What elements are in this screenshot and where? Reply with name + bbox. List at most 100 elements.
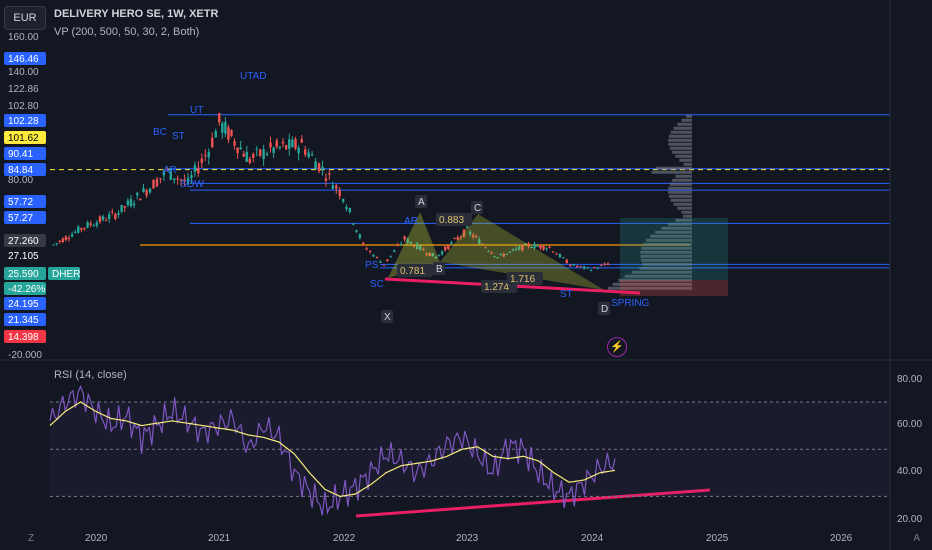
candle-body (99, 217, 101, 223)
pattern-label: 1.274 (484, 282, 509, 293)
price-badge-label: 24.195 (8, 299, 39, 310)
candle-body (569, 265, 571, 266)
candle-body (285, 145, 287, 149)
pattern-label: BC (153, 127, 167, 138)
candle-body (335, 185, 337, 188)
candle-body (376, 257, 378, 258)
candle-body (108, 214, 110, 219)
candle-body (372, 255, 374, 257)
lightning-icon[interactable]: ⚡ (607, 337, 627, 357)
candle-body (83, 228, 85, 229)
pattern-label: 0.883 (439, 215, 464, 226)
x-tick-label: 2026 (830, 533, 853, 544)
candle-body (204, 155, 206, 156)
x-tick-label: 2021 (208, 533, 231, 544)
candle-body (352, 224, 354, 225)
volume-profile-label: VP (200, 500, 50, 30, 2, Both) (54, 26, 199, 38)
candle-body (133, 204, 135, 205)
candle-body (288, 139, 290, 149)
candle-body (233, 141, 235, 145)
x-tick-label: 2022 (333, 533, 356, 544)
volume-profile-bar (668, 143, 692, 146)
candle-body (607, 264, 609, 265)
currency-button[interactable]: EUR (4, 6, 46, 30)
candle-body (291, 140, 293, 147)
candle-body (304, 149, 306, 154)
rsi-tick-label: 60.00 (897, 419, 922, 430)
rsi-panel (50, 387, 890, 517)
candle-body (77, 227, 79, 233)
volume-profile-bar (672, 151, 692, 154)
candle-body (249, 159, 251, 163)
volume-profile-bar (668, 191, 692, 194)
auto-scale-a-button[interactable]: A (913, 533, 920, 544)
price-badge-label: 101.62 (8, 133, 39, 144)
volume-profile-bar (675, 175, 692, 178)
candle-body (555, 254, 557, 255)
candle-body (239, 147, 241, 149)
candle-body (74, 232, 76, 233)
pattern-label: 1.716 (510, 274, 535, 285)
candle-body (390, 256, 392, 257)
x-tick-label: 2020 (85, 533, 108, 544)
pattern-label: UTAD (240, 71, 266, 82)
candle-body (318, 163, 320, 171)
candle-body (403, 236, 405, 239)
candle-body (566, 260, 568, 263)
pattern-label: A (418, 197, 425, 208)
pattern-label: UT (190, 105, 203, 116)
candle-body (176, 179, 178, 180)
candle-body (145, 190, 147, 196)
volume-profile-bar (668, 187, 692, 190)
candle-body (355, 230, 357, 232)
candle-body (542, 246, 544, 250)
volume-profile-bar (684, 163, 692, 166)
candle-body (545, 248, 547, 249)
candle-body (252, 154, 254, 158)
price-badge-label: 21.345 (8, 315, 39, 326)
candle-body (59, 241, 61, 242)
candle-body (256, 149, 258, 150)
candle-body (197, 168, 199, 174)
candle-body (159, 178, 161, 179)
candle-body (149, 189, 151, 193)
volume-profile-bar (651, 171, 692, 174)
price-badge-label: 25.590 (8, 269, 39, 280)
candle-body (603, 264, 605, 265)
rsi-title: RSI (14, close) (54, 369, 127, 381)
price-badge-label: 14.398 (8, 332, 39, 343)
timezone-z-button[interactable]: Z (28, 533, 34, 544)
candle-body (297, 148, 299, 153)
rsi-tick-label: 40.00 (897, 466, 922, 477)
candle-body (379, 261, 381, 262)
volume-profile-bar (682, 119, 692, 122)
pattern-label: AR (404, 216, 418, 227)
volume-profile-bar (683, 215, 692, 218)
candle-body (579, 266, 581, 267)
price-badge-label: 57.72 (8, 197, 33, 208)
pattern-label: 0.781 (400, 266, 425, 277)
candle-body (362, 243, 364, 244)
candle-body (130, 199, 132, 206)
volume-profile-bar (656, 167, 692, 170)
candle-body (383, 265, 385, 266)
candle-body (227, 127, 229, 140)
y-tick-label: 122.86 (8, 84, 39, 95)
candle-body (89, 223, 91, 225)
candle-body (259, 149, 261, 156)
pattern-label: SC (370, 279, 384, 290)
volume-profile-bar (670, 183, 692, 186)
candle-body (120, 205, 122, 212)
candle-body (221, 123, 223, 133)
price-panel: UTADUTBC STARSOWARPSSCSTSPRINGXABCD0.7810… (50, 71, 890, 323)
candle-body (86, 222, 88, 227)
candle-body (447, 245, 449, 249)
candle-body (562, 257, 564, 258)
candle-body (136, 193, 138, 195)
candle-body (114, 214, 116, 219)
volume-profile-bar (681, 211, 692, 214)
price-badge-label: -42.26% (8, 284, 45, 295)
volume-profile-bar (669, 195, 692, 198)
candle-body (307, 152, 309, 157)
